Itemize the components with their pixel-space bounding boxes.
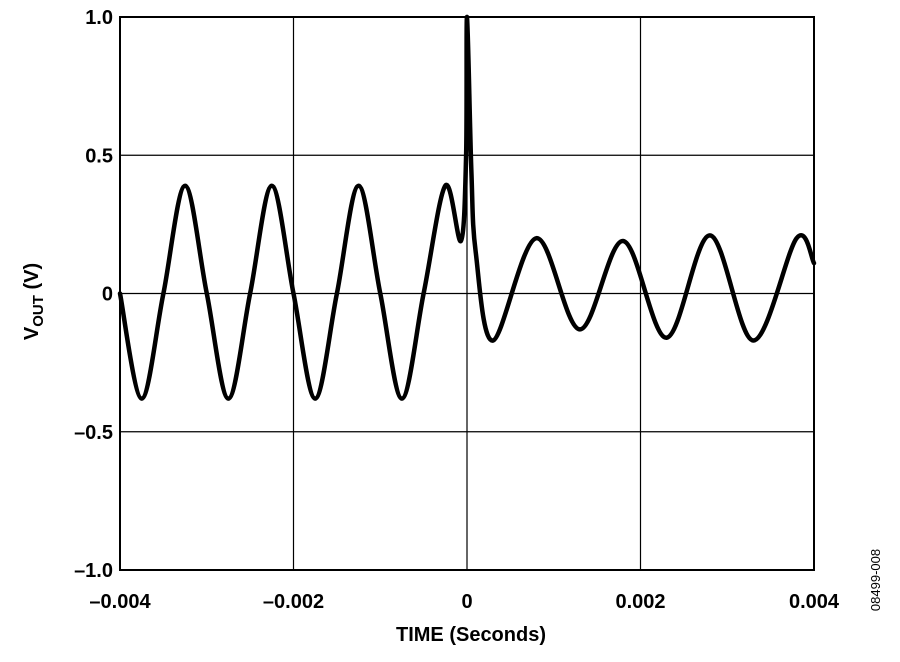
y-tick-label: 0	[102, 284, 113, 306]
y-axis-label-prefix: V	[21, 326, 43, 340]
x-tick-label: 0.002	[615, 591, 665, 613]
y-tick-label: –1.0	[74, 560, 113, 582]
y-tick-label: 1.0	[85, 7, 113, 29]
x-tick-label: 0	[461, 591, 472, 613]
series-line-vout	[117, 14, 817, 401]
y-tick-labels: 1.0 0.5 0 –0.5 –1.0	[74, 7, 113, 582]
x-tick-label: 0.004	[789, 591, 840, 613]
x-tick-label: –0.004	[89, 591, 151, 613]
figure-id: 08499-008	[868, 549, 883, 611]
y-tick-label: –0.5	[74, 422, 113, 444]
x-tick-labels: –0.004 –0.002 0 0.002 0.004	[89, 591, 839, 613]
x-axis-label: TIME (Seconds)	[396, 624, 546, 646]
y-axis-label-suffix: (V)	[21, 263, 43, 295]
y-tick-label: 0.5	[85, 145, 113, 167]
y-axis-label-subscript: OUT	[30, 295, 47, 327]
x-tick-label: –0.002	[263, 591, 324, 613]
y-axis-label: VOUT (V)	[21, 263, 47, 340]
